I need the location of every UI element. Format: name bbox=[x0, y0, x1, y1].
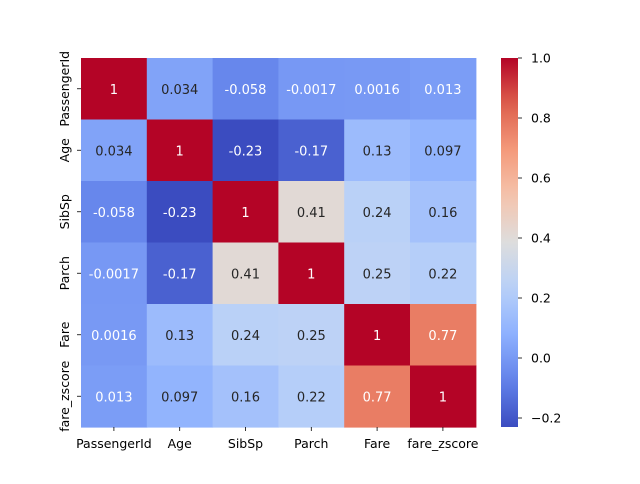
heatmap-cell bbox=[81, 181, 148, 244]
cell-value-label: 0.097 bbox=[161, 390, 198, 405]
heatmap-cell bbox=[410, 242, 477, 305]
cell-value-label: 0.0016 bbox=[91, 329, 137, 344]
y-axis-ticks: PassengerId Age SibSp Parch Fare fare_zscore bbox=[57, 51, 81, 432]
heatmap-cell bbox=[410, 365, 477, 428]
cell-value-label: 0.41 bbox=[297, 206, 326, 221]
colorbar-tick-label: 0.6 bbox=[531, 171, 551, 186]
y-tick-label: Fare bbox=[57, 321, 72, 348]
cell-value-label: 1 bbox=[176, 144, 184, 159]
cell-value-label: 0.034 bbox=[95, 144, 132, 159]
cell-value-label: -0.0017 bbox=[89, 267, 139, 282]
cell-value-label: 1 bbox=[307, 267, 315, 282]
heatmap-cell bbox=[212, 242, 279, 305]
heatmap-cell bbox=[81, 58, 148, 121]
heatmap-cell bbox=[278, 242, 345, 305]
heatmap-cell bbox=[278, 365, 345, 428]
x-tick-label: SibSp bbox=[228, 436, 263, 451]
heatmap-cell bbox=[146, 365, 214, 428]
cell-value-label: -0.23 bbox=[163, 206, 197, 221]
cell-value-label: 0.013 bbox=[95, 390, 132, 405]
heatmap-cell bbox=[278, 58, 345, 121]
cell-value-label: -0.17 bbox=[163, 267, 197, 282]
heatmap-cell bbox=[410, 181, 477, 244]
y-tick-label: Age bbox=[57, 138, 72, 162]
cell-value-label: 0.22 bbox=[297, 390, 326, 405]
cell-annotations: 1 0.034 -0.058 -0.0017 0.0016 0.013 0.034 1 -0.2… bbox=[89, 83, 462, 406]
heatmap-cell bbox=[410, 119, 477, 182]
colorbar-tick-label: 0.2 bbox=[531, 291, 551, 306]
heatmap-cell bbox=[146, 119, 214, 182]
heatmap-cell bbox=[81, 119, 148, 182]
heatmap-cell bbox=[344, 181, 411, 244]
cell-value-label: -0.0017 bbox=[286, 83, 336, 98]
heatmap-cell bbox=[410, 58, 477, 121]
cell-value-label: -0.17 bbox=[294, 144, 328, 159]
cell-value-label: 0.25 bbox=[297, 329, 326, 344]
cell-value-label: 0.16 bbox=[231, 390, 260, 405]
colorbar-tick-label: −0.2 bbox=[531, 411, 561, 426]
heatmap-cell bbox=[146, 181, 214, 244]
x-tick-label: Parch bbox=[294, 436, 328, 451]
cell-value-label: -0.23 bbox=[229, 144, 263, 159]
heatmap-cell bbox=[410, 304, 477, 367]
colorbar-tick-label: 0.8 bbox=[531, 111, 551, 126]
colorbar: −0.2 0.0 0.2 0.4 0.6 0.8 1.0 bbox=[501, 51, 561, 427]
x-tick-label: Age bbox=[168, 436, 192, 451]
cell-value-label: 0.77 bbox=[428, 329, 457, 344]
cell-value-label: 0.013 bbox=[424, 83, 461, 98]
colorbar-tick-label: 1.0 bbox=[531, 51, 551, 66]
heatmap-cell bbox=[278, 119, 345, 182]
x-tick-label: fare_zscore bbox=[407, 436, 478, 451]
heatmap-cell bbox=[278, 181, 345, 244]
cell-value-label: 0.097 bbox=[424, 144, 461, 159]
y-tick-label: PassengerId bbox=[57, 51, 72, 127]
cell-value-label: 0.13 bbox=[165, 329, 194, 344]
heatmap-cell bbox=[146, 304, 214, 367]
heatmap-cell bbox=[81, 304, 148, 367]
cell-value-label: 0.24 bbox=[363, 206, 392, 221]
cell-value-label: 1 bbox=[241, 206, 249, 221]
x-tick-label: Fare bbox=[364, 436, 391, 451]
heatmap-cell bbox=[81, 242, 148, 305]
cell-value-label: 0.22 bbox=[428, 267, 457, 282]
heatmap-cell bbox=[212, 119, 279, 182]
colorbar-tick-label: 0.0 bbox=[531, 351, 551, 366]
cell-value-label: 0.77 bbox=[363, 390, 392, 405]
cell-value-label: 0.41 bbox=[231, 267, 260, 282]
cell-value-label: 1 bbox=[439, 390, 447, 405]
x-tick-label: PassengerId bbox=[76, 436, 152, 451]
x-axis-ticks: PassengerId Age SibSp Parch Fare fare_zscore bbox=[76, 427, 479, 451]
y-tick-label: SibSp bbox=[57, 194, 72, 229]
cell-value-label: -0.058 bbox=[93, 206, 135, 221]
heatmap-cell bbox=[212, 365, 279, 428]
heatmap-cell bbox=[278, 304, 345, 367]
heatmap-cell bbox=[344, 58, 411, 121]
cell-value-label: 0.25 bbox=[363, 267, 392, 282]
heatmap-cell bbox=[212, 304, 279, 367]
heatmap-cell bbox=[146, 242, 214, 305]
heatmap-cell bbox=[344, 242, 411, 305]
cell-value-label: 1 bbox=[373, 329, 381, 344]
heatmap-cell bbox=[344, 119, 411, 182]
heatmap-cell bbox=[146, 58, 214, 121]
cell-value-label: 0.13 bbox=[363, 144, 392, 159]
colorbar-tick-label: 0.4 bbox=[531, 231, 551, 246]
y-tick-label: fare_zscore bbox=[57, 360, 72, 431]
cell-value-label: -0.058 bbox=[225, 83, 267, 98]
heatmap-cells bbox=[81, 58, 477, 428]
cell-value-label: 1 bbox=[110, 83, 118, 98]
colorbar-gradient bbox=[501, 58, 518, 427]
heatmap-cell bbox=[344, 304, 411, 367]
cell-value-label: 0.24 bbox=[231, 329, 260, 344]
heatmap-cell bbox=[344, 365, 411, 428]
cell-value-label: 0.16 bbox=[428, 206, 457, 221]
heatmap-cell bbox=[212, 58, 279, 121]
y-tick-label: Parch bbox=[57, 256, 72, 290]
heatmap-cell bbox=[81, 365, 148, 428]
cell-value-label: 0.0016 bbox=[354, 83, 400, 98]
cell-value-label: 0.034 bbox=[161, 83, 198, 98]
heatmap-cell bbox=[212, 181, 279, 244]
